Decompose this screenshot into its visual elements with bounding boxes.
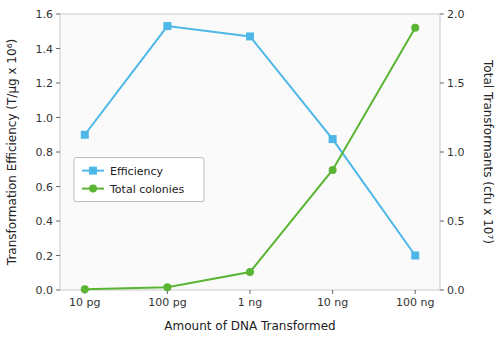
- tick-label: 100 ng: [396, 296, 434, 309]
- tick-mark: [56, 48, 60, 49]
- tick-mark: [56, 117, 60, 118]
- tick-label: 1.6: [36, 8, 54, 21]
- y-axis-title: Transformation Efficiency (T/μg x 10⁶): [5, 39, 19, 266]
- tick-mark: [332, 290, 333, 294]
- legend-label: Total colonies: [109, 183, 185, 196]
- marker: [81, 131, 89, 139]
- tick-label: 0.6: [36, 181, 54, 194]
- marker: [246, 32, 254, 40]
- legend-swatch: [89, 167, 97, 175]
- marker: [411, 252, 419, 260]
- tick-label: 0.4: [36, 215, 54, 228]
- tick-mark: [440, 14, 444, 15]
- marker: [411, 24, 419, 32]
- tick-label: 1.0: [36, 112, 54, 125]
- x-axis-title: Amount of DNA Transformed: [164, 319, 335, 333]
- tick-label: 10 ng: [317, 296, 348, 309]
- tick-mark: [56, 290, 60, 291]
- marker: [163, 283, 171, 291]
- tick-mark: [440, 83, 444, 84]
- tick-label: 100 pg: [148, 296, 186, 309]
- legend: Efficiency Total colonies: [74, 158, 204, 202]
- tick-label: 0.0: [36, 284, 54, 297]
- tick-mark: [415, 290, 416, 294]
- marker: [163, 22, 171, 30]
- y2-axis-title: Total Transformants (cfu x 10⁷): [481, 59, 495, 244]
- tick-label: 1.5: [447, 77, 465, 90]
- tick-label: 0.2: [36, 250, 54, 263]
- tick-mark: [440, 290, 444, 291]
- marker: [246, 268, 254, 276]
- tick-mark: [56, 83, 60, 84]
- marker: [329, 166, 337, 174]
- legend-swatch: [89, 185, 97, 193]
- plot-area: [60, 14, 440, 290]
- series-line: [85, 26, 415, 255]
- legend-box: [74, 158, 204, 202]
- tick-label: 0.0: [447, 284, 465, 297]
- tick-mark: [56, 186, 60, 187]
- tick-mark: [440, 152, 444, 153]
- marker: [329, 135, 337, 143]
- tick-mark: [440, 221, 444, 222]
- tick-label: 2.0: [447, 8, 465, 21]
- legend-label: Efficiency: [110, 165, 163, 178]
- tick-mark: [56, 255, 60, 256]
- tick-label: 1.2: [36, 77, 54, 90]
- tick-label: 0.5: [447, 215, 465, 228]
- tick-label: 1 ng: [238, 296, 262, 309]
- tick-label: 1.4: [36, 43, 54, 56]
- tick-label: 0.8: [36, 146, 54, 159]
- tick-mark: [56, 14, 60, 15]
- tick-mark: [56, 221, 60, 222]
- tick-mark: [250, 290, 251, 294]
- tick-label: 10 pg: [69, 296, 100, 309]
- tick-label: 1.0: [447, 146, 465, 159]
- tick-mark: [56, 152, 60, 153]
- marker: [81, 285, 89, 293]
